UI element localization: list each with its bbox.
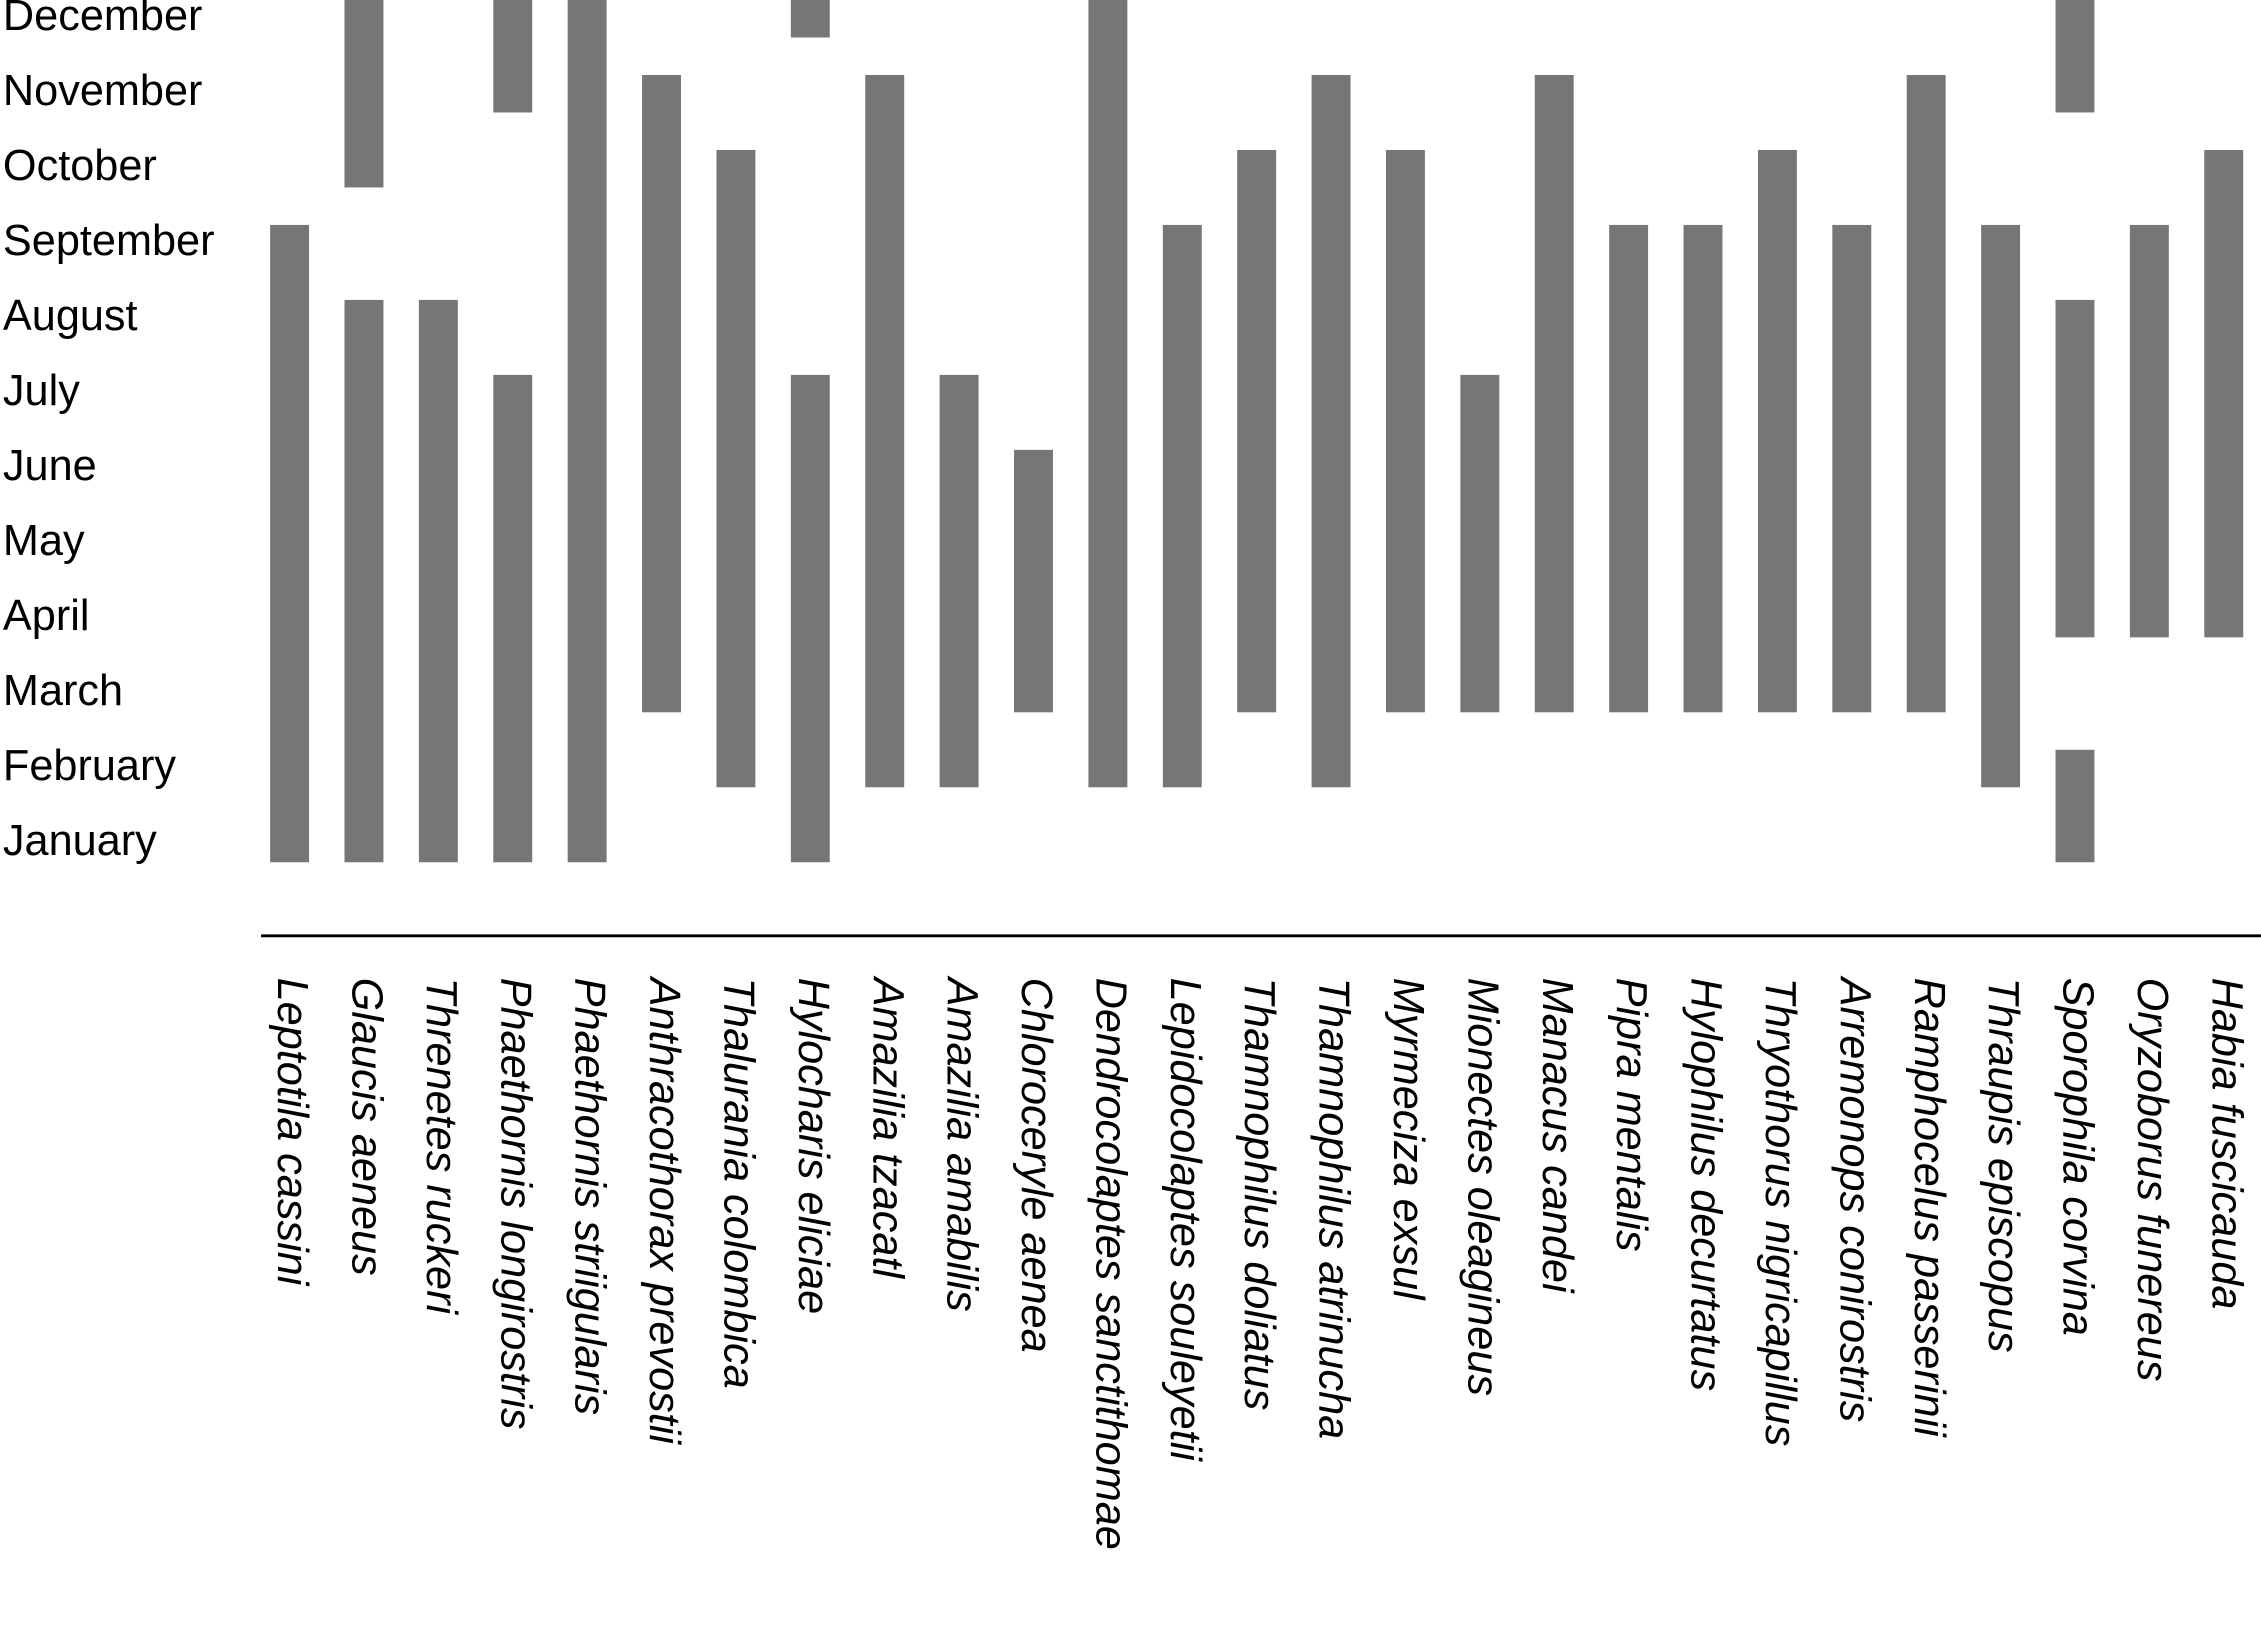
y-tick-label: December bbox=[3, 0, 203, 40]
range-bar bbox=[1311, 74, 1351, 788]
x-tick-label: Mionectes oleagineus bbox=[1458, 978, 1506, 1396]
range-bar bbox=[790, 374, 830, 863]
x-tick-label: Threnetes ruckeri bbox=[417, 978, 465, 1316]
x-tick-label: Thraupis episcopus bbox=[1979, 978, 2027, 1353]
range-bar bbox=[1237, 149, 1277, 713]
y-tick-label: March bbox=[3, 667, 123, 715]
x-tick-label: Ramphocelus passerinii bbox=[1905, 978, 1953, 1439]
range-bar bbox=[2055, 0, 2095, 113]
range-bar bbox=[344, 299, 384, 863]
range-bar bbox=[716, 149, 756, 788]
x-tick-label: Chloroceryle aenea bbox=[1012, 978, 1060, 1353]
x-tick-label: Phaethornis striigularis bbox=[566, 978, 614, 1416]
y-tick-label: May bbox=[3, 517, 85, 565]
range-bar bbox=[865, 74, 905, 788]
range-bar bbox=[1757, 149, 1797, 713]
y-tick-label: November bbox=[3, 67, 203, 115]
range-bar bbox=[1014, 449, 1053, 713]
x-tick-label: Manacus candei bbox=[1533, 978, 1581, 1294]
y-tick-label: August bbox=[3, 292, 138, 340]
y-tick-label: July bbox=[3, 367, 80, 415]
x-tick-label: Hylophilus decurtatus bbox=[1682, 978, 1730, 1392]
range-bar bbox=[1534, 74, 1574, 713]
range-bar bbox=[270, 224, 310, 863]
x-tick-label: Arremonops conirostris bbox=[1830, 975, 1878, 1423]
range-bar bbox=[1609, 224, 1649, 713]
range-bar bbox=[2055, 299, 2095, 638]
range-bar bbox=[790, 0, 830, 38]
range-bar bbox=[418, 299, 458, 863]
range-bar bbox=[493, 0, 533, 113]
range-bar bbox=[1683, 224, 1723, 713]
x-tick-label: Anthracothorax prevostii bbox=[640, 975, 688, 1446]
range-bar bbox=[642, 74, 682, 713]
y-tick-label: June bbox=[3, 442, 97, 490]
range-bar bbox=[1088, 0, 1128, 788]
x-tick-label: Glaucis aeneus bbox=[343, 978, 391, 1276]
range-bar bbox=[2055, 749, 2095, 863]
range-bar bbox=[1832, 224, 1872, 713]
y-tick-label: September bbox=[3, 217, 215, 265]
x-tick-label: Thamnophilus atrinucha bbox=[1310, 978, 1358, 1440]
range-bar bbox=[2129, 224, 2169, 638]
x-tick-label: Myrmeciza exsul bbox=[1384, 978, 1432, 1301]
y-tick-label: February bbox=[3, 742, 176, 790]
range-bar bbox=[344, 0, 384, 188]
x-tick-label: Amazilia tzacatl bbox=[863, 975, 911, 1280]
range-bar bbox=[1385, 149, 1425, 713]
x-tick-label: Thalurania colombica bbox=[715, 978, 763, 1389]
range-bar bbox=[2204, 149, 2244, 638]
range-bar bbox=[1162, 224, 1202, 788]
y-tick-label: April bbox=[3, 592, 90, 640]
x-tick-label: Phaethornis longirostris bbox=[491, 978, 539, 1430]
y-tick-label: January bbox=[3, 817, 157, 865]
range-bar bbox=[939, 374, 979, 788]
x-tick-label: Lepidocolaptes souleyetii bbox=[1161, 978, 1209, 1463]
x-tick-label: Hylocharis eliciae bbox=[789, 978, 837, 1315]
range-bar bbox=[1906, 74, 1946, 713]
x-tick-label: Sporophila corvina bbox=[2054, 978, 2102, 1336]
range-bar bbox=[1460, 374, 1500, 713]
y-tick-label: October bbox=[3, 142, 157, 190]
x-tick-label: Thryothorus nigricapillus bbox=[1756, 978, 1804, 1447]
x-tick-label: Leptotila cassini bbox=[268, 978, 316, 1287]
x-tick-label: Habia fuscicauda bbox=[2202, 978, 2250, 1310]
range-bar bbox=[567, 0, 607, 863]
x-tick-label: Oryzoborus funereus bbox=[2128, 978, 2176, 1382]
x-tick-label: Amazilia amabilis bbox=[938, 975, 986, 1312]
range-bar bbox=[493, 374, 533, 863]
x-tick-label: Dendrocolaptes sancti­thomae bbox=[1086, 978, 1134, 1550]
range-bar bbox=[1981, 224, 2021, 788]
x-tick-label: Thamnophilus doliatus bbox=[1235, 978, 1283, 1411]
x-tick-label: Pipra mentalis bbox=[1607, 978, 1655, 1252]
